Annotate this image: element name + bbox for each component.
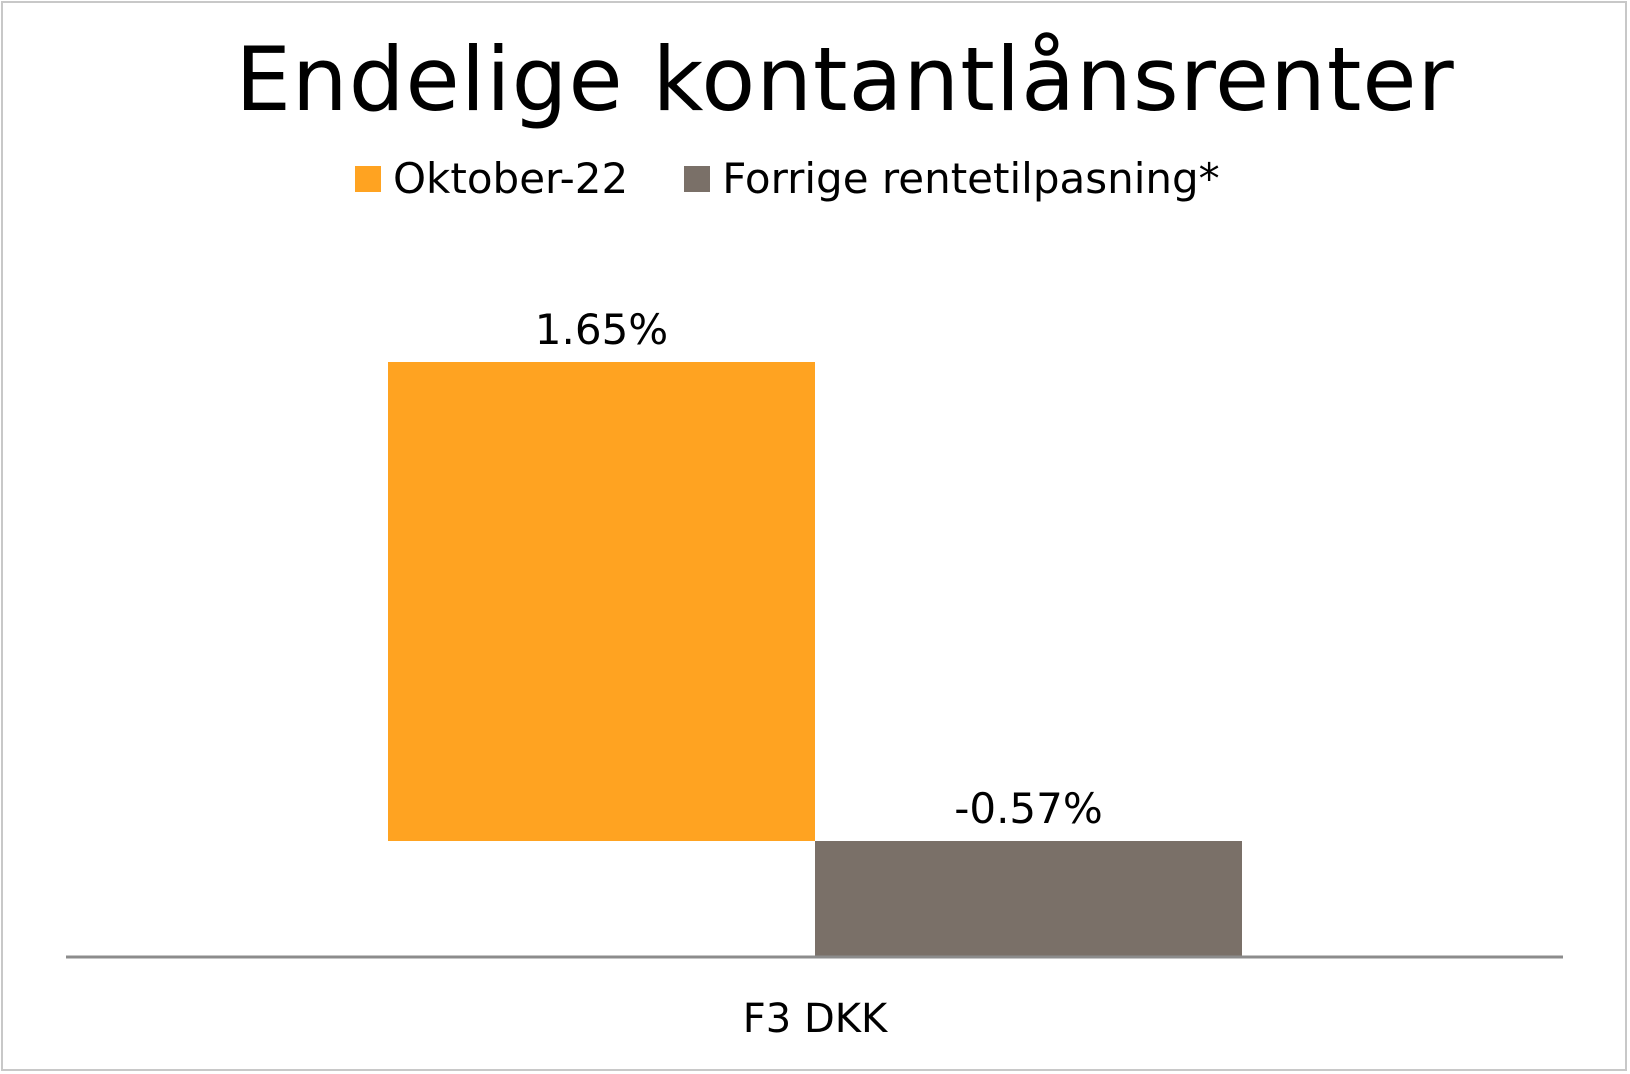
category-label-0: F3 DKK xyxy=(743,996,889,1042)
data-label-series-0: 1.65% xyxy=(535,305,668,354)
legend-item-series-0: Oktober-22 xyxy=(355,154,628,203)
bar-series-1 xyxy=(815,841,1242,957)
legend-swatch-series-1 xyxy=(684,165,711,192)
data-label-series-1: -0.57% xyxy=(954,784,1103,833)
chart-legend: Oktober-22 Forrige rentetilpasning* xyxy=(355,154,1276,203)
legend-label-series-1: Forrige rentetilpasning* xyxy=(722,154,1220,203)
legend-swatch-series-0 xyxy=(355,165,381,192)
legend-label-series-0: Oktober-22 xyxy=(393,154,629,203)
bar-series-0 xyxy=(388,362,815,841)
legend-item-series-1: Forrige rentetilpasning* xyxy=(684,154,1220,203)
chart-title: Endelige kontantlånsrenter xyxy=(235,28,1455,131)
